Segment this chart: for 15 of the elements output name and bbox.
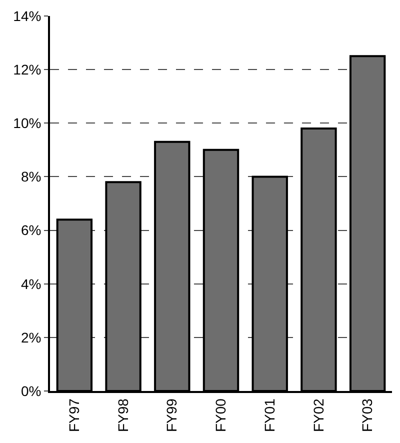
y-tick-label: 8% [20, 168, 42, 185]
x-tick-label: FY02 [310, 398, 326, 432]
x-tick-label: FY03 [359, 398, 376, 432]
x-tick-label: FY97 [66, 398, 82, 432]
x-tick-label: FY01 [261, 398, 278, 432]
y-tick-label: 14% [13, 8, 42, 24]
y-tick-label: 0% [20, 382, 42, 399]
x-tick-label: FY98 [114, 398, 131, 432]
x-tick-label: FY00 [212, 398, 229, 432]
x-tick-label: FY99 [164, 398, 180, 432]
y-tick-label: 10% [13, 115, 42, 132]
y-tick-label: 4% [20, 276, 42, 292]
y-tick-label: 12% [13, 61, 42, 78]
y-tick-label: 2% [20, 329, 42, 346]
y-tick-label: 6% [20, 222, 42, 238]
